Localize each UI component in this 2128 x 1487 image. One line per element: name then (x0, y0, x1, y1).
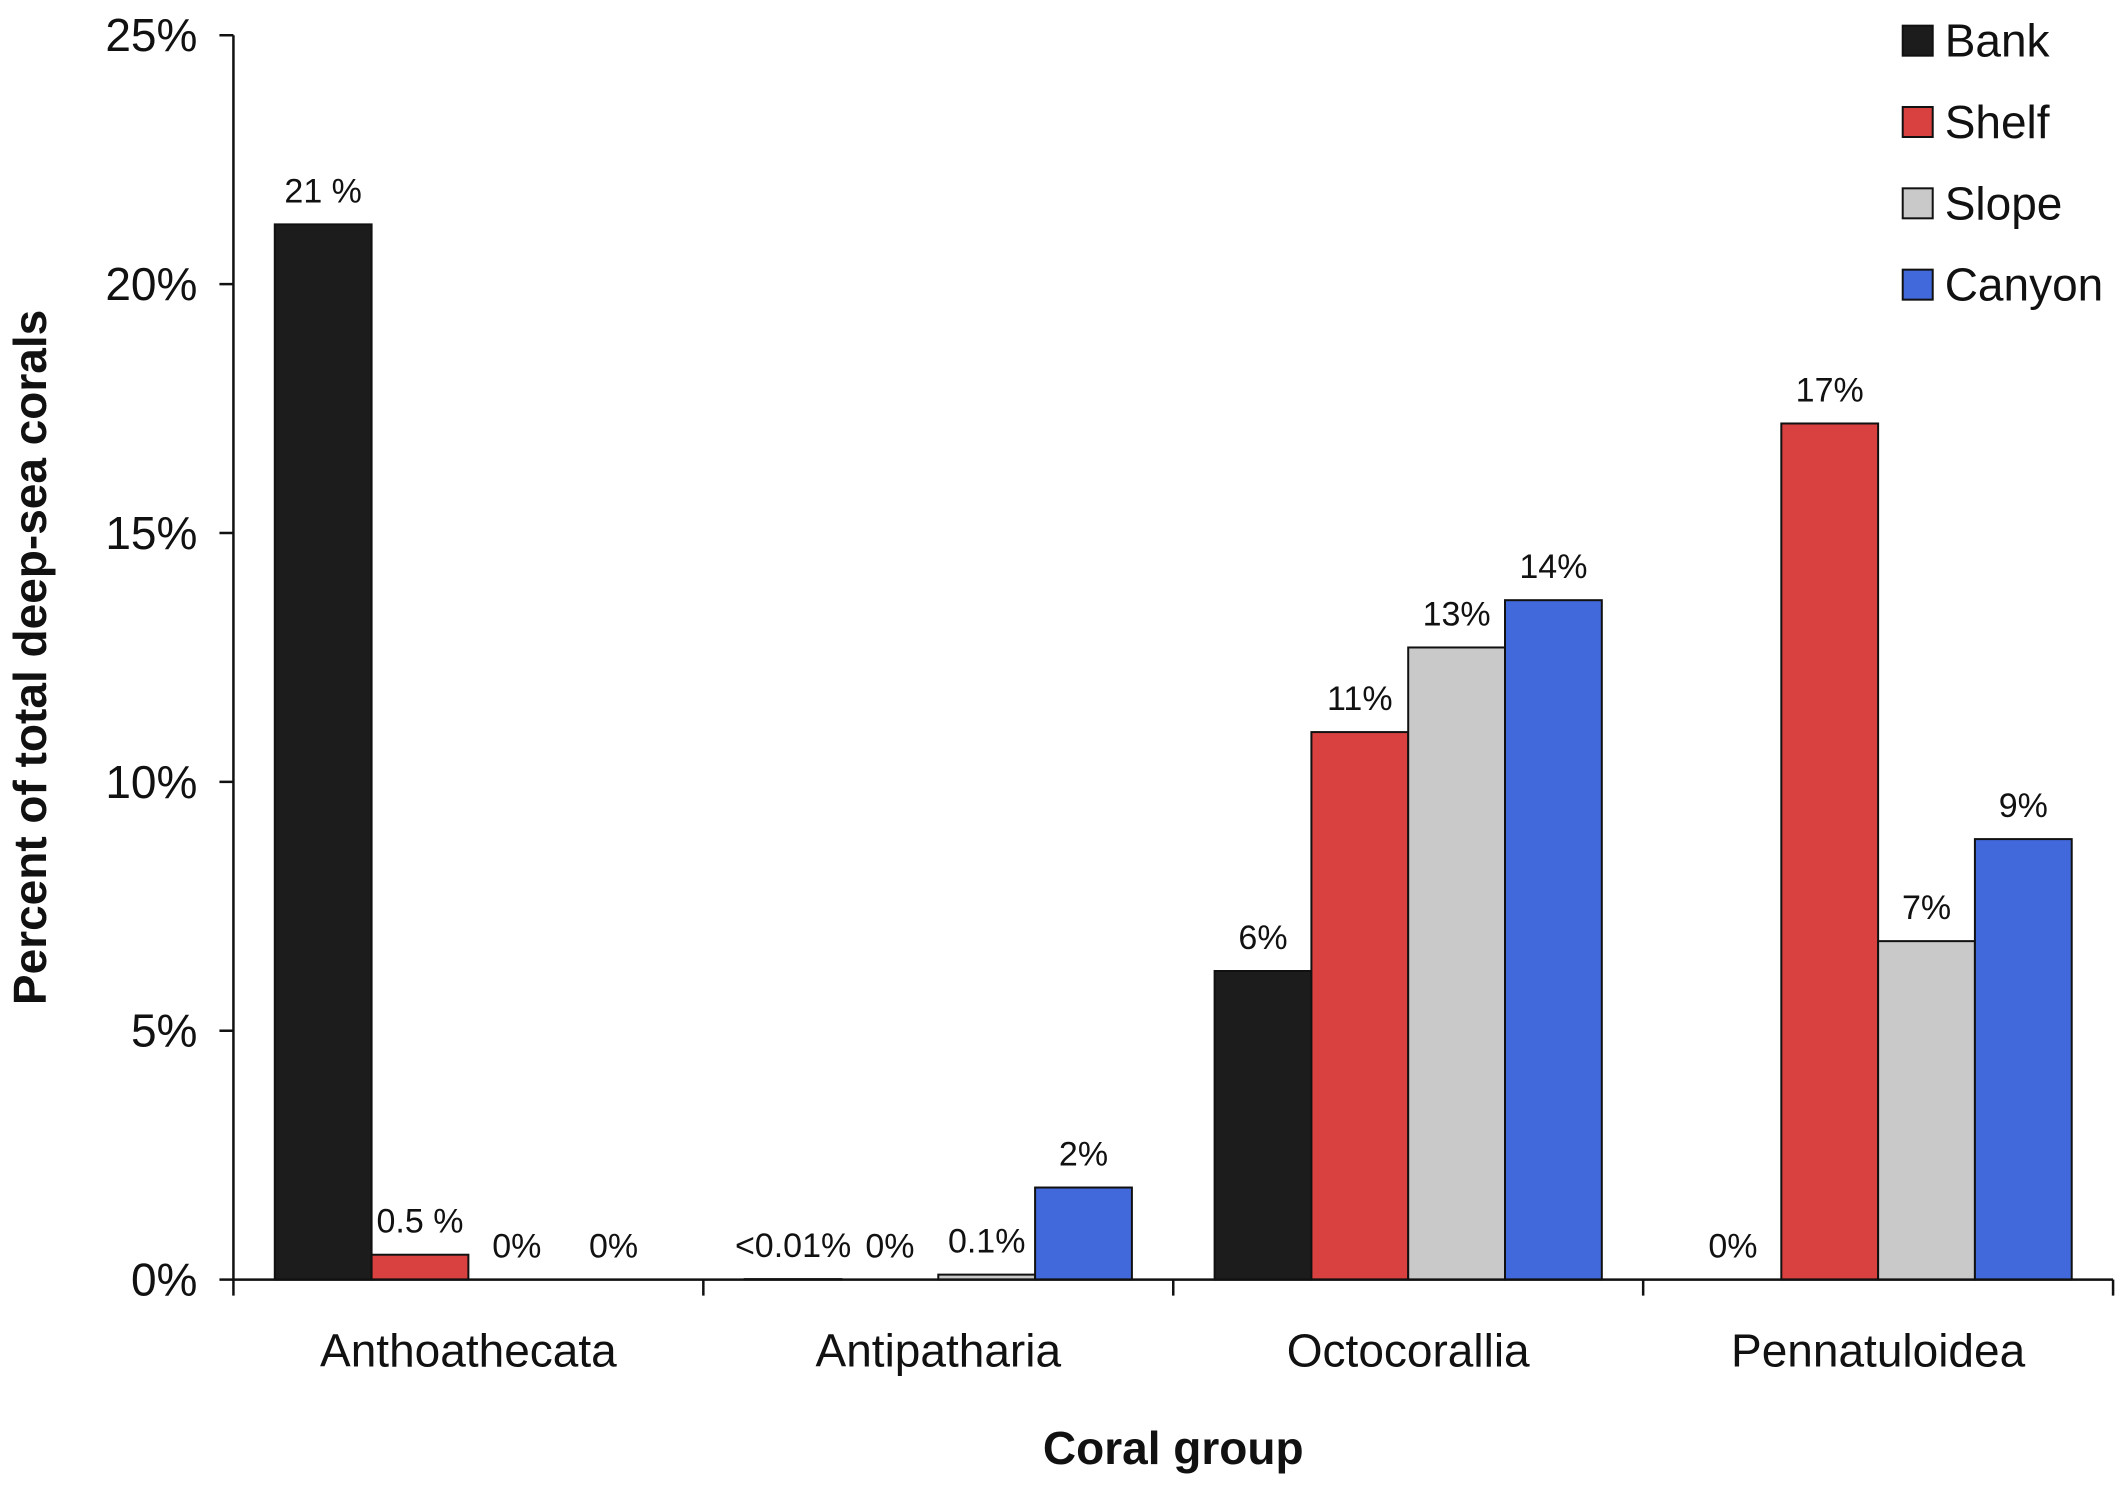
bar-slope (1877, 940, 1976, 1281)
x-axis-title: Coral group (1043, 1422, 1304, 1474)
x-tick-label: Octocorallia (1287, 1324, 1530, 1376)
bar-bank (273, 223, 373, 1281)
bar-canyon (1034, 1186, 1133, 1281)
y-tick-label: 20% (105, 258, 197, 310)
legend-swatch-bank (1901, 24, 1934, 57)
data-label: 0.5 % (377, 1203, 464, 1241)
legend-swatch-canyon (1901, 268, 1934, 301)
bar-canyon (1973, 838, 2073, 1281)
legend-label-slope: Slope (1945, 177, 2063, 229)
data-label: 17% (1796, 371, 1864, 409)
x-axis-ticks (232, 1279, 2115, 1296)
bar-shelf (370, 1253, 470, 1281)
y-tick-label: 5% (131, 1005, 197, 1057)
data-label: 6% (1238, 919, 1287, 957)
data-label: <0.01% (735, 1227, 851, 1265)
bars (273, 223, 2073, 1281)
legend-label-canyon: Canyon (1945, 259, 2104, 311)
data-label: 14% (1519, 548, 1587, 586)
y-axis-ticks: 0% 5% 10% 15% 20% 25% (105, 9, 234, 1306)
x-tick-label: Antipatharia (816, 1324, 1062, 1376)
y-tick-label: 25% (105, 9, 197, 61)
legend-swatch-slope (1901, 187, 1934, 220)
data-label: 0.1% (948, 1223, 1026, 1261)
category-labels: Anthoathecata Antipatharia Octocorallia Pen… (320, 1324, 2026, 1376)
data-label: 0% (865, 1228, 914, 1266)
data-label: 21 % (284, 172, 362, 210)
bar-slope (1407, 646, 1507, 1281)
y-tick-label: 10% (105, 756, 197, 808)
data-label: 0% (1708, 1228, 1757, 1266)
data-label: 2% (1059, 1136, 1108, 1174)
y-tick-label: 0% (131, 1254, 197, 1306)
y-axis-title: Percent of total deep-sea corals (4, 310, 56, 1005)
bar-shelf (1780, 422, 1880, 1281)
data-label: 11% (1327, 680, 1393, 718)
x-tick-label: Pennatuloidea (1731, 1324, 2026, 1376)
data-label: 9% (1999, 787, 2048, 825)
data-label: 0% (492, 1228, 541, 1266)
legend-label-shelf: Shelf (1945, 96, 2050, 148)
data-label: 7% (1902, 889, 1951, 927)
data-label: 0% (589, 1228, 638, 1266)
y-tick-label: 15% (105, 507, 197, 559)
x-tick-label: Anthoathecata (320, 1324, 617, 1376)
bar-shelf (1310, 731, 1410, 1281)
data-label: 13% (1423, 595, 1491, 633)
legend-swatch-shelf (1901, 105, 1934, 138)
bar-bank (1213, 970, 1313, 1281)
data-labels: 21 % 0.5 % 0% 0% <0.01% 0% 0.1% 2% 6% 11% 13% 14% 0%… (284, 172, 2047, 1265)
bar-canyon (1504, 599, 1603, 1281)
legend-label-bank: Bank (1945, 15, 2051, 67)
legend: Bank Shelf Slope Canyon (1901, 15, 2104, 311)
